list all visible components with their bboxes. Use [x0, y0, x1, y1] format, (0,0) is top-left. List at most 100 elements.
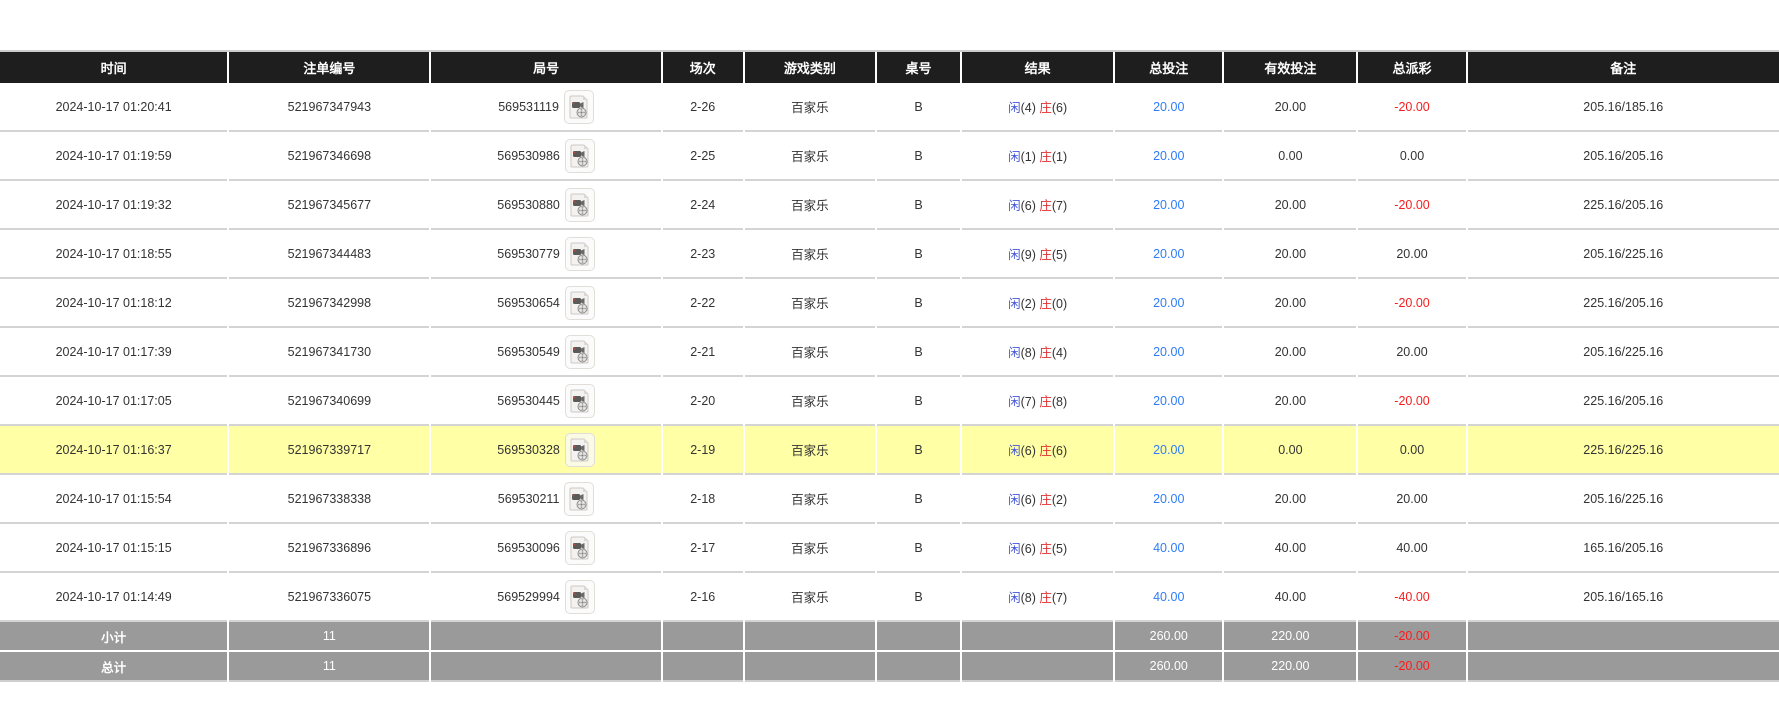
bet-number: 521967341730: [229, 328, 430, 377]
result-player-score: (9): [1020, 248, 1036, 262]
video-replay-button[interactable]: [564, 187, 595, 222]
session-number: 2-25: [662, 132, 743, 181]
video-replay-icon: [570, 340, 589, 363]
column-header-table_no: 桌号: [876, 52, 961, 83]
game-result: 闲(6) 庄(6): [962, 426, 1114, 475]
total-bet-amount-link[interactable]: 40.00: [1153, 589, 1185, 604]
result-banker-score: (7): [1051, 591, 1068, 605]
round-number: 569530211: [497, 491, 560, 506]
summary-total-bet: 260.00: [1115, 652, 1223, 682]
game-type: 百家乐: [744, 377, 875, 426]
column-header-remark: 备注: [1467, 52, 1779, 83]
total-bet-amount-link[interactable]: 40.00: [1153, 540, 1185, 555]
bet-time: 2024-10-17 01:18:55: [0, 230, 228, 279]
video-replay-button[interactable]: [564, 236, 595, 271]
session-number: 2-22: [662, 279, 743, 328]
header-row: 时间 注单编号 局号 场次 游戏类别 桌号 结果 总投注 有效投注 总派彩 备注: [0, 52, 1779, 83]
video-replay-icon: [569, 95, 588, 118]
valid-bet-amount: 20.00: [1224, 83, 1357, 132]
total-bet-amount-link[interactable]: 20.00: [1153, 99, 1185, 114]
game-type: 百家乐: [744, 181, 875, 230]
result-banker-label: 庄: [1039, 591, 1052, 605]
total-bet-amount-link[interactable]: 20.00: [1153, 442, 1185, 457]
column-header-session: 场次: [662, 52, 743, 83]
total-bet-amount-link[interactable]: 20.00: [1153, 393, 1185, 408]
total-bet-amount-link[interactable]: 20.00: [1153, 246, 1185, 261]
valid-bet-amount: 0.00: [1224, 426, 1357, 475]
result-banker-label: 庄: [1039, 346, 1052, 360]
table-number: B: [876, 279, 961, 328]
result-banker-label: 庄: [1039, 297, 1052, 311]
table-number: B: [876, 524, 961, 573]
table-row[interactable]: 2024-10-17 01:17:39 521967341730 5695305…: [0, 328, 1779, 377]
remark-balance: 205.16/185.16: [1467, 83, 1779, 132]
summary-empty-game: [744, 652, 875, 682]
payout-amount: -40.00: [1358, 573, 1466, 622]
total-bet-amount-link[interactable]: 20.00: [1153, 491, 1185, 506]
table-number: B: [876, 426, 961, 475]
summary-valid-bet: 220.00: [1224, 622, 1357, 652]
table-row[interactable]: 2024-10-17 01:14:49 521967336075 5695299…: [0, 573, 1779, 622]
session-number: 2-18: [662, 475, 743, 524]
session-number: 2-17: [662, 524, 743, 573]
table-row[interactable]: 2024-10-17 01:15:15 521967336896 5695300…: [0, 524, 1779, 573]
bet-number: 521967338338: [229, 475, 430, 524]
payout-amount: 20.00: [1358, 328, 1466, 377]
result-banker-score: (6): [1051, 444, 1068, 458]
game-type: 百家乐: [744, 524, 875, 573]
result-banker-label: 庄: [1039, 199, 1052, 213]
video-replay-button[interactable]: [564, 138, 595, 173]
result-player-score: (6): [1020, 542, 1036, 556]
summary-label: 总计: [0, 652, 228, 682]
payout-amount: 40.00: [1358, 524, 1466, 573]
table-row[interactable]: 2024-10-17 01:15:54 521967338338 5695302…: [0, 475, 1779, 524]
remark-balance: 225.16/205.16: [1467, 279, 1779, 328]
table-row[interactable]: 2024-10-17 01:17:05 521967340699 5695304…: [0, 377, 1779, 426]
video-replay-button[interactable]: [564, 334, 595, 369]
table-row[interactable]: 2024-10-17 01:18:12 521967342998 5695306…: [0, 279, 1779, 328]
bet-time: 2024-10-17 01:19:32: [0, 181, 228, 230]
result-banker-label: 庄: [1039, 395, 1052, 409]
video-replay-icon: [570, 389, 589, 412]
table-row[interactable]: 2024-10-17 01:19:59 521967346698 5695309…: [0, 132, 1779, 181]
video-replay-button[interactable]: [564, 579, 595, 614]
total-bet-amount-link[interactable]: 20.00: [1153, 344, 1185, 359]
column-header-payout: 总派彩: [1358, 52, 1466, 83]
summary-empty-remark: [1467, 652, 1779, 682]
video-replay-button[interactable]: [564, 285, 595, 320]
session-number: 2-26: [662, 83, 743, 132]
payout-amount: -20.00: [1358, 181, 1466, 230]
game-result: 闲(9) 庄(5): [962, 230, 1114, 279]
result-banker-score: (4): [1051, 346, 1068, 360]
bet-number: 521967346698: [229, 132, 430, 181]
video-replay-button[interactable]: [564, 481, 595, 516]
game-result: 闲(7) 庄(8): [962, 377, 1114, 426]
total-bet-amount-link[interactable]: 20.00: [1153, 295, 1185, 310]
video-replay-button[interactable]: [563, 89, 594, 124]
table-row[interactable]: 2024-10-17 01:16:37 521967339717 5695303…: [0, 426, 1779, 475]
result-player-score: (6): [1020, 444, 1036, 458]
summary-label: 小计: [0, 622, 228, 652]
payout-amount: 20.00: [1358, 475, 1466, 524]
total-bet-cell: 20.00: [1115, 475, 1223, 524]
bet-number: 521967342998: [229, 279, 430, 328]
bet-time: 2024-10-17 01:15:15: [0, 524, 228, 573]
total-bet-amount-link[interactable]: 20.00: [1153, 197, 1185, 212]
table-body: 2024-10-17 01:20:41 521967347943 5695311…: [0, 83, 1779, 622]
video-replay-button[interactable]: [564, 530, 595, 565]
round-number: 569530445: [497, 393, 560, 408]
total-bet-amount-link[interactable]: 20.00: [1153, 148, 1185, 163]
total-bet-cell: 40.00: [1115, 524, 1223, 573]
video-replay-icon: [570, 291, 589, 314]
game-type: 百家乐: [744, 83, 875, 132]
video-replay-button[interactable]: [564, 432, 595, 467]
bet-number: 521967347943: [229, 83, 430, 132]
round-number-cell: 569530654: [431, 279, 661, 328]
result-player-score: (8): [1020, 346, 1036, 360]
result-banker-score: (2): [1051, 493, 1068, 507]
payout-amount: 0.00: [1358, 426, 1466, 475]
video-replay-button[interactable]: [564, 383, 595, 418]
table-row[interactable]: 2024-10-17 01:18:55 521967344483 5695307…: [0, 230, 1779, 279]
table-row[interactable]: 2024-10-17 01:19:32 521967345677 5695308…: [0, 181, 1779, 230]
table-row[interactable]: 2024-10-17 01:20:41 521967347943 5695311…: [0, 83, 1779, 132]
